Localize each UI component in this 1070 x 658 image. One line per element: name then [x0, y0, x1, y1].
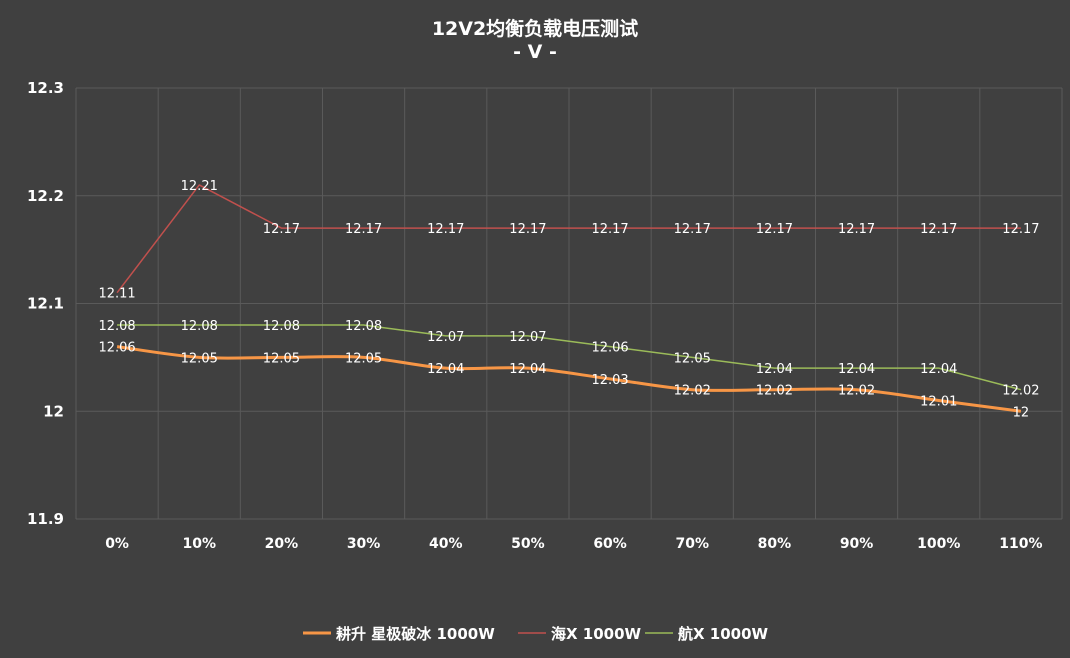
y-tick-label: 12.3 — [27, 79, 64, 97]
legend: 耕升 星极破冰 1000W 海X 1000W 航X 1000W — [303, 625, 769, 643]
y-tick-label: 12.2 — [27, 187, 64, 205]
data-label: 12.05 — [674, 351, 711, 366]
data-label: 12.08 — [345, 319, 382, 334]
data-label: 12.05 — [345, 351, 382, 366]
x-tick-label: 0% — [105, 536, 129, 552]
legend-label-3: 航X 1000W — [678, 625, 769, 643]
x-tick-label: 100% — [917, 536, 960, 552]
series-line-1 — [116, 345, 1022, 413]
legend-label-2: 海X 1000W — [551, 625, 642, 643]
data-label: 12.17 — [756, 222, 793, 237]
data-label: 12.17 — [509, 222, 546, 237]
y-tick-label: 11.9 — [27, 510, 64, 528]
data-labels: 12.06 12.05 12.05 12.05 12.04 12.04 12.03 12.02… — [98, 179, 1039, 420]
legend-label-1: 耕升 星极破冰 1000W — [336, 625, 495, 643]
data-label: 12.17 — [920, 222, 957, 237]
data-label: 12.08 — [181, 319, 218, 334]
data-label: 12.17 — [1002, 222, 1039, 237]
data-label: 12.17 — [591, 222, 628, 237]
data-label: 12.08 — [98, 319, 135, 334]
data-label: 12.17 — [838, 222, 875, 237]
grid — [75, 87, 1063, 520]
x-axis: 0% 10% 20% 30% 40% 50% 60% 70% 80% 90% 100% 110% — [105, 536, 1042, 552]
series-line-3 — [117, 324, 1022, 391]
chart-subtitle: - V - — [513, 41, 557, 63]
data-label: 12.07 — [509, 330, 546, 345]
data-label: 12.05 — [181, 351, 218, 366]
chart-title: 12V2均衡负载电压测试 — [432, 17, 638, 40]
data-label: 12.02 — [756, 384, 793, 399]
y-tick-label: 12 — [43, 402, 64, 420]
x-tick-label: 80% — [758, 536, 792, 552]
data-label: 12.04 — [509, 362, 546, 377]
x-tick-label: 70% — [675, 536, 709, 552]
x-tick-label: 50% — [511, 536, 545, 552]
x-tick-label: 30% — [347, 536, 381, 552]
data-label: 12.17 — [427, 222, 464, 237]
data-label: 12.02 — [838, 384, 875, 399]
data-label: 12.17 — [674, 222, 711, 237]
x-tick-label: 40% — [429, 536, 463, 552]
data-label: 12.04 — [920, 362, 957, 377]
data-label: 12.06 — [98, 341, 135, 356]
data-label: 12.07 — [427, 330, 464, 345]
data-label: 12.11 — [98, 287, 135, 302]
y-tick-label: 12.1 — [27, 295, 64, 313]
data-label: 12.04 — [838, 362, 875, 377]
data-label: 12.04 — [427, 362, 464, 377]
data-label: 12.03 — [591, 373, 628, 388]
series-lines — [116, 184, 1022, 413]
data-label: 12 — [1013, 405, 1030, 420]
data-label: 12.02 — [1002, 384, 1039, 399]
series-line-2 — [116, 184, 1021, 294]
x-tick-label: 110% — [999, 536, 1042, 552]
x-tick-label: 90% — [840, 536, 874, 552]
data-label: 12.17 — [263, 222, 300, 237]
data-label: 12.17 — [345, 222, 382, 237]
data-label: 12.06 — [591, 341, 628, 356]
data-label: 12.02 — [674, 384, 711, 399]
data-label: 12.01 — [920, 394, 957, 409]
x-tick-label: 60% — [593, 536, 627, 552]
x-tick-label: 20% — [265, 536, 299, 552]
data-label: 12.21 — [181, 179, 218, 194]
data-label: 12.08 — [263, 319, 300, 334]
data-label: 12.05 — [263, 351, 300, 366]
data-label: 12.04 — [756, 362, 793, 377]
y-axis: 11.9 12 12.1 12.2 12.3 — [27, 79, 64, 528]
x-tick-label: 10% — [182, 536, 216, 552]
